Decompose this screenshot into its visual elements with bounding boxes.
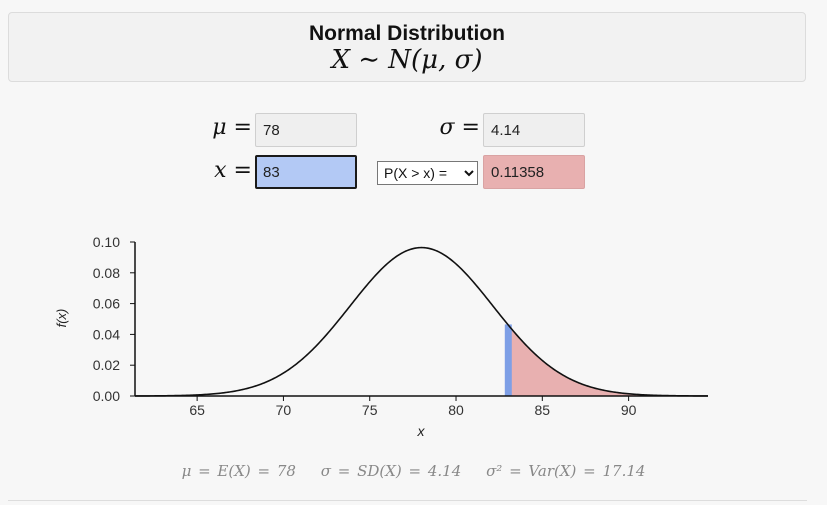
mean-stat: μ = E(X) = 78	[181, 462, 296, 480]
bottom-divider	[8, 500, 807, 501]
y-tick-label: 0.10	[93, 234, 120, 250]
x-value-marker	[504, 324, 512, 396]
mu-input[interactable]	[255, 113, 357, 147]
sigma-label: σ =	[439, 115, 480, 140]
probability-type-select[interactable]: P(X > x) =	[377, 161, 478, 185]
distribution-formula: X ∼ N(μ, σ)	[331, 45, 483, 75]
mu-label: μ =	[212, 115, 252, 140]
probability-shaded-area	[507, 324, 708, 396]
y-tick-label: 0.08	[93, 265, 120, 281]
x-label: x =	[214, 158, 252, 183]
y-tick-label: 0.04	[93, 326, 120, 342]
sigma-input[interactable]	[483, 113, 585, 147]
variance-stat: σ² = Var(X) = 17.14	[486, 462, 646, 480]
x-tick-label: 70	[276, 402, 292, 418]
x-tick-label: 65	[189, 402, 205, 418]
y-axis-label: f(x)	[54, 309, 69, 328]
x-input[interactable]	[255, 155, 357, 189]
y-tick-label: 0.06	[93, 296, 120, 312]
sd-stat: σ = SD(X) = 4.14	[320, 462, 462, 480]
x-tick-label: 80	[448, 402, 464, 418]
y-tick-label: 0.02	[93, 357, 120, 373]
x-tick-label: 85	[535, 402, 551, 418]
summary-stats: μ = E(X) = 78 σ = SD(X) = 4.14 σ² = Var(…	[0, 462, 827, 480]
density-curve	[134, 246, 709, 397]
y-tick-label: 0.00	[93, 388, 120, 404]
x-tick-label: 90	[621, 402, 637, 418]
x-axis-label: x	[417, 423, 426, 439]
x-tick-label: 75	[362, 402, 378, 418]
header-panel: Normal Distribution X ∼ N(μ, σ)	[8, 12, 806, 82]
probability-result-field	[483, 155, 585, 189]
page-title: Normal Distribution	[308, 22, 505, 45]
